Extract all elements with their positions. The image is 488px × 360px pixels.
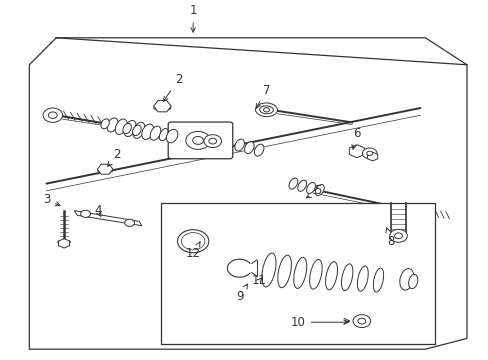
Circle shape xyxy=(81,210,90,217)
Ellipse shape xyxy=(399,269,413,290)
Ellipse shape xyxy=(132,125,141,136)
Ellipse shape xyxy=(166,129,178,143)
Circle shape xyxy=(389,229,407,242)
Ellipse shape xyxy=(255,103,277,117)
Ellipse shape xyxy=(234,139,244,151)
Circle shape xyxy=(203,135,221,148)
Circle shape xyxy=(407,208,417,215)
Ellipse shape xyxy=(315,185,324,195)
Ellipse shape xyxy=(408,274,417,289)
Ellipse shape xyxy=(115,119,127,134)
Circle shape xyxy=(185,131,210,149)
Ellipse shape xyxy=(122,123,131,134)
Circle shape xyxy=(366,151,372,156)
Ellipse shape xyxy=(421,208,428,217)
Ellipse shape xyxy=(101,119,109,129)
Ellipse shape xyxy=(153,105,171,111)
Circle shape xyxy=(394,233,402,239)
Text: 7: 7 xyxy=(256,84,270,108)
Ellipse shape xyxy=(142,124,153,139)
Text: 1: 1 xyxy=(189,4,197,32)
Text: 12: 12 xyxy=(185,242,200,260)
Ellipse shape xyxy=(262,253,275,287)
Text: 2: 2 xyxy=(107,148,121,166)
Circle shape xyxy=(357,318,365,324)
Ellipse shape xyxy=(293,257,306,288)
Circle shape xyxy=(43,108,62,122)
FancyBboxPatch shape xyxy=(168,122,232,159)
Circle shape xyxy=(352,315,370,328)
Bar xyxy=(161,203,434,344)
Circle shape xyxy=(362,148,376,159)
Ellipse shape xyxy=(306,183,315,193)
Text: 2: 2 xyxy=(163,73,182,101)
Ellipse shape xyxy=(58,240,70,244)
Ellipse shape xyxy=(133,122,144,138)
Ellipse shape xyxy=(107,118,118,132)
Text: 6: 6 xyxy=(351,127,360,149)
Text: 11: 11 xyxy=(251,274,266,287)
Ellipse shape xyxy=(297,180,306,191)
Ellipse shape xyxy=(309,260,322,289)
Text: 10: 10 xyxy=(290,316,347,329)
Circle shape xyxy=(192,136,203,144)
Polygon shape xyxy=(74,211,142,226)
Ellipse shape xyxy=(357,266,367,291)
Text: 8: 8 xyxy=(385,228,394,248)
Text: 4: 4 xyxy=(94,204,102,217)
Text: 5: 5 xyxy=(306,184,321,198)
Circle shape xyxy=(124,219,134,226)
Circle shape xyxy=(208,138,216,144)
Text: 9: 9 xyxy=(235,284,247,303)
Ellipse shape xyxy=(150,126,161,140)
Ellipse shape xyxy=(244,141,254,154)
Ellipse shape xyxy=(254,144,264,156)
Ellipse shape xyxy=(325,262,337,290)
Ellipse shape xyxy=(124,121,136,136)
Ellipse shape xyxy=(341,264,352,291)
Ellipse shape xyxy=(288,178,297,189)
Ellipse shape xyxy=(98,168,112,173)
Text: 3: 3 xyxy=(42,193,60,206)
Ellipse shape xyxy=(263,108,269,112)
Ellipse shape xyxy=(259,106,273,114)
Ellipse shape xyxy=(159,129,168,141)
Ellipse shape xyxy=(373,268,383,292)
Ellipse shape xyxy=(277,255,291,288)
Circle shape xyxy=(402,204,423,220)
Circle shape xyxy=(48,112,57,118)
